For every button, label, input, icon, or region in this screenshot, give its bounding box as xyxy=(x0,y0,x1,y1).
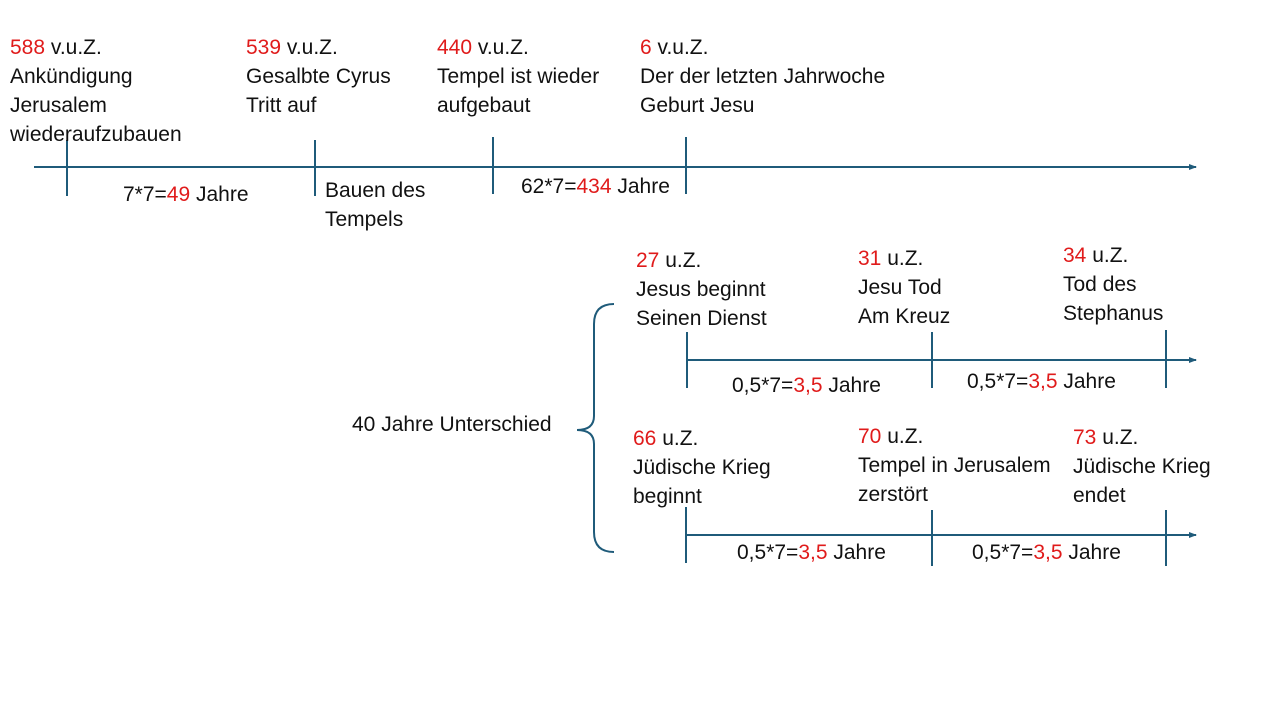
event-year: 34 xyxy=(1063,244,1087,267)
event-year: 539 xyxy=(246,36,282,59)
note-bauen-des-tempels: Bauen des Tempels xyxy=(325,176,425,234)
event-line: beginnt xyxy=(633,485,702,508)
span-prefix: 62*7= xyxy=(521,175,577,198)
span-prefix: 0,5*7= xyxy=(967,370,1029,393)
event-line: Stephanus xyxy=(1063,302,1164,325)
span-value: 3,5 xyxy=(798,541,828,564)
event-year: 27 xyxy=(636,249,660,272)
event-era: u.Z. xyxy=(1086,244,1129,267)
event-line: Jesu Tod xyxy=(858,276,942,299)
event-year: 6 xyxy=(640,36,652,59)
event-line: Jüdische Krieg xyxy=(1073,455,1211,478)
event-539: 539 v.u.Z. Gesalbte Cyrus Tritt auf xyxy=(246,33,391,120)
event-73: 73 u.Z. Jüdische Krieg endet xyxy=(1073,423,1211,510)
event-year: 588 xyxy=(10,36,46,59)
event-era: v.u.Z. xyxy=(281,36,338,59)
event-year: 31 xyxy=(858,247,882,270)
span-value: 434 xyxy=(576,175,612,198)
event-70: 70 u.Z. Tempel in Jerusalem zerstört xyxy=(858,422,1051,509)
event-era: u.Z. xyxy=(881,247,924,270)
event-year: 73 xyxy=(1073,426,1097,449)
event-era: v.u.Z. xyxy=(472,36,529,59)
span-suffix: Jahre xyxy=(611,175,670,198)
note-line: Bauen des xyxy=(325,179,426,202)
event-line: Tritt auf xyxy=(246,94,317,117)
span-prefix: 0,5*7= xyxy=(972,541,1034,564)
span-suffix: Jahre xyxy=(822,374,881,397)
event-line: Ankündigung xyxy=(10,65,133,88)
span-label-434: 62*7=434 Jahre xyxy=(521,172,670,201)
event-year: 440 xyxy=(437,36,473,59)
event-588: 588 v.u.Z. Ankündigung Jerusalem wiedera… xyxy=(10,33,182,149)
span-suffix: Jahre xyxy=(1057,370,1116,393)
event-27: 27 u.Z. Jesus beginnt Seinen Dienst xyxy=(636,246,767,333)
span-label-bottom-1: 0,5*7=3,5 Jahre xyxy=(737,538,886,567)
event-era: u.Z. xyxy=(656,427,699,450)
event-year: 66 xyxy=(633,427,657,450)
event-line: Jesus beginnt xyxy=(636,278,766,301)
span-suffix: Jahre xyxy=(190,183,249,206)
span-value: 3,5 xyxy=(1028,370,1058,393)
event-66: 66 u.Z. Jüdische Krieg beginnt xyxy=(633,424,771,511)
event-era: v.u.Z. xyxy=(45,36,102,59)
event-line: Geburt Jesu xyxy=(640,94,755,117)
span-suffix: Jahre xyxy=(1062,541,1121,564)
event-line: aufgebaut xyxy=(437,94,531,117)
event-440: 440 v.u.Z. Tempel ist wieder aufgebaut xyxy=(437,33,599,120)
event-line: endet xyxy=(1073,484,1126,507)
event-year: 70 xyxy=(858,425,882,448)
event-line: zerstört xyxy=(858,483,929,506)
event-era: u.Z. xyxy=(881,425,924,448)
event-era: v.u.Z. xyxy=(651,36,709,59)
event-34: 34 u.Z. Tod des Stephanus xyxy=(1063,241,1163,328)
event-line: Der der letzten Jahrwoche xyxy=(640,65,886,88)
event-line: Gesalbte Cyrus xyxy=(246,65,391,88)
event-era: u.Z. xyxy=(1096,426,1139,449)
event-era: u.Z. xyxy=(659,249,702,272)
span-suffix: Jahre xyxy=(827,541,886,564)
span-prefix: 0,5*7= xyxy=(737,541,799,564)
span-label-bottom-2: 0,5*7=3,5 Jahre xyxy=(972,538,1121,567)
event-line: Jerusalem xyxy=(10,94,107,117)
span-prefix: 0,5*7= xyxy=(732,374,794,397)
event-line: wiederaufzubauen xyxy=(10,123,182,146)
span-value: 49 xyxy=(166,183,191,206)
event-6: 6 v.u.Z. Der der letzten Jahrwoche Gebur… xyxy=(640,33,885,120)
event-line: Seinen Dienst xyxy=(636,307,767,330)
bracket-label: 40 Jahre Unterschied xyxy=(352,413,552,436)
event-line: Jüdische Krieg xyxy=(633,456,771,479)
event-line: Tempel in Jerusalem xyxy=(858,454,1051,477)
event-line: Tempel ist wieder xyxy=(437,65,600,88)
span-label-middle-2: 0,5*7=3,5 Jahre xyxy=(967,367,1116,396)
note-line: Tempels xyxy=(325,208,404,231)
event-31: 31 u.Z. Jesu Tod Am Kreuz xyxy=(858,244,950,331)
event-line: Tod des xyxy=(1063,273,1137,296)
curly-brace xyxy=(576,303,615,553)
span-prefix: 7*7= xyxy=(123,183,167,206)
span-value: 3,5 xyxy=(1033,541,1063,564)
span-value: 3,5 xyxy=(793,374,823,397)
event-line: Am Kreuz xyxy=(858,305,951,328)
span-label-49: 7*7=49 Jahre xyxy=(123,180,249,209)
span-label-middle-1: 0,5*7=3,5 Jahre xyxy=(732,371,881,400)
